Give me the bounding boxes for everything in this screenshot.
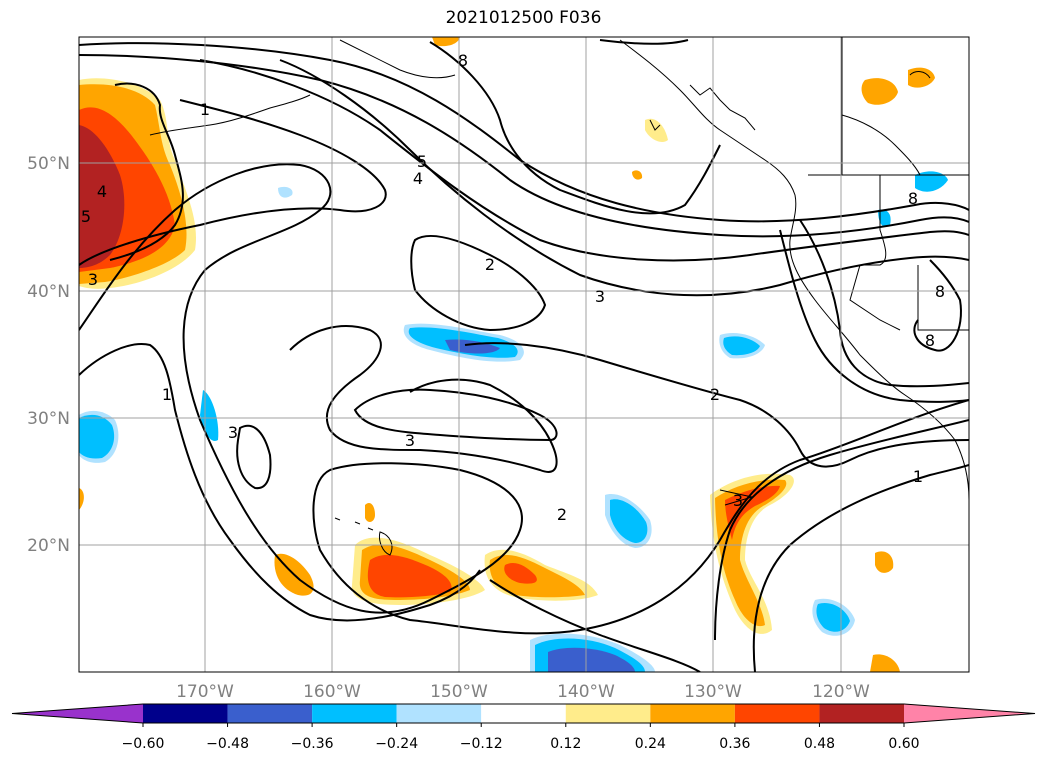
colorbar-tick-label: 0.24 (635, 736, 666, 752)
lon-label: 140°W (557, 682, 615, 702)
colorbar-tick-label: 0.60 (888, 736, 919, 752)
contour-label: 5 (417, 152, 427, 171)
colorbar-tick-label: −0.60 (122, 736, 165, 752)
colorbar-swatch (734, 704, 820, 723)
contour-label: 1 (162, 385, 172, 404)
lon-label: 130°W (684, 682, 742, 702)
map-frame (78, 36, 970, 673)
contour-label: 2 (485, 255, 495, 274)
coastlines (149, 37, 969, 556)
contour-label: 2 (557, 505, 567, 524)
contour-label: 8 (925, 331, 935, 350)
lat-label: 40°N (27, 282, 70, 302)
gridlines (79, 37, 969, 672)
contour-label: 8 (935, 282, 945, 301)
colorbar-extend-high (904, 704, 1035, 723)
map-panel: 1 8 5 4 2 3 1 3 2 3 2 3 1 4 5 3 8 8 8 (79, 37, 969, 672)
colorbar-swatch (227, 704, 313, 723)
contour-label: 3 (228, 423, 238, 442)
colorbar-swatch (650, 704, 735, 723)
colorbar-tick-label: −0.24 (375, 736, 418, 752)
colorbar-tick-label: 0.36 (719, 736, 750, 752)
colorbar-swatch (481, 704, 566, 723)
lat-label: 30°N (27, 409, 70, 429)
colorbar-tick-label: 0.48 (804, 736, 835, 752)
contour-label: 1 (200, 100, 210, 119)
colorbar-extend-low (12, 704, 143, 723)
colorbar-tick-label: 0.12 (550, 736, 581, 752)
lon-label: 150°W (430, 682, 488, 702)
contour-label: 8 (908, 189, 918, 208)
contour-label: 3 (595, 287, 605, 306)
contour-label: 1 (913, 467, 923, 486)
contour-label: 5 (81, 207, 91, 226)
contour-labels: 1 8 5 4 2 3 1 3 2 3 2 3 1 4 5 3 8 8 8 (81, 51, 945, 524)
lon-label: 120°W (812, 682, 870, 702)
colorbar-tick-label: −0.48 (206, 736, 249, 752)
colorbar-swatch (819, 704, 904, 723)
colorbar-swatch (565, 704, 651, 723)
colorbar-tick-label: −0.12 (460, 736, 503, 752)
colorbar-tick-label: −0.36 (291, 736, 334, 752)
lon-label: 160°W (303, 682, 361, 702)
latitude-labels: 50°N 40°N 30°N 20°N (27, 154, 70, 556)
colorbar-swatch (396, 704, 482, 723)
contour-label: 4 (413, 169, 423, 188)
colorbar-swatch (312, 704, 397, 723)
chart-title: 2021012500 F036 (445, 8, 602, 28)
longitude-labels: 170°W 160°W 150°W 140°W 130°W 120°W (176, 682, 870, 702)
contour-label: 3 (733, 491, 743, 510)
colorbar: −0.60 −0.48 −0.36 −0.24 −0.12 0.12 0.24 0.36 0.4… (11, 703, 1036, 752)
contour-label: 8 (458, 51, 468, 70)
contour-label: 4 (97, 182, 107, 201)
contour-label: 2 (710, 385, 720, 404)
contour-label: 3 (405, 431, 415, 450)
lat-label: 50°N (27, 154, 70, 174)
contour-label: 3 (88, 270, 98, 289)
colorbar-swatch (143, 704, 228, 723)
lat-label: 20°N (27, 536, 70, 556)
contour-lines (79, 39, 969, 672)
lon-label: 170°W (176, 682, 234, 702)
